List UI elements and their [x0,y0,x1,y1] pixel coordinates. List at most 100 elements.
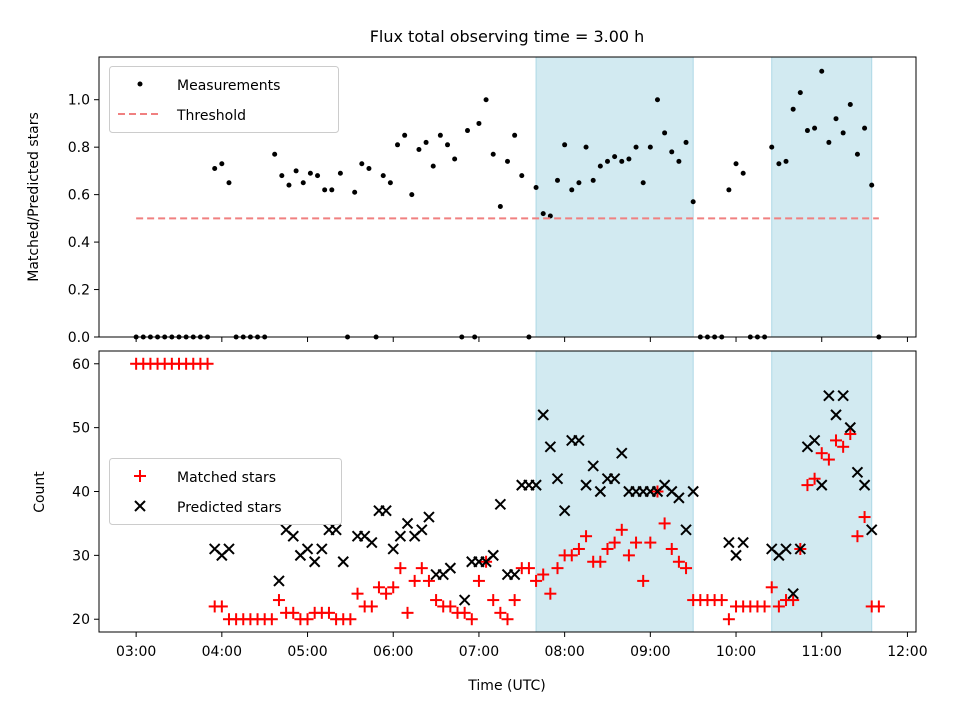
matched-star-point [601,542,614,555]
matched-star-point [722,613,735,626]
bottom-panel: 03:00 04:00 05:00 06:00 07:00 08:00 09:00 10:00… [32,350,928,694]
predicted-star-point [616,447,628,459]
predicted-star-point [680,524,692,536]
matched-star-point [565,549,578,562]
predicted-star-point [844,421,857,434]
measurement-point [490,151,496,157]
predicted-star-stroke-b [823,389,835,402]
legend-predicted-label: Predicted stars [177,500,282,516]
matched-star-point [608,536,621,549]
legend-measurements-marker [137,81,143,87]
top-panel: 0.0 0.2 0.4 0.6 0.8 1.0 Flux total observing … [26,27,917,346]
measurement-point [402,132,408,138]
measurement-point [212,166,218,172]
measurement-point [862,125,868,131]
predicted-star-point [866,524,878,536]
measurement-point [669,149,675,155]
predicted-star-stroke-b [494,498,507,510]
matched-star-point [715,594,728,607]
predicted-star-point [316,543,328,555]
measurement-point [804,128,810,134]
measurement-point [590,177,596,183]
predicted-star-point [816,479,828,491]
matched-star-point [822,453,835,466]
top-plot-series [133,68,882,340]
predicted-star-stroke-b [837,389,849,402]
measurement-point [540,211,546,217]
matched-star-point [665,542,678,555]
measurement-point [307,170,313,176]
matched-star-point [394,562,407,575]
predicted-star-stroke-b [358,530,371,542]
predicted-star-stroke-b [316,543,328,555]
matched-star-point [401,606,414,619]
matched-star-point [758,600,771,613]
matched-star-point [365,600,378,613]
predicted-star-stroke-b [830,409,842,421]
predicted-star-point [858,479,871,491]
measurement-point [483,97,489,103]
matched-star-point [408,574,421,587]
matched-star-point [387,581,400,594]
matched-star-point [201,357,214,370]
x-axis-label: Time (UTC) [467,678,545,694]
measurement-point [626,156,632,162]
matched-star-point [422,574,435,587]
predicted-star-point [787,587,799,600]
shaded-span-2 [771,56,873,338]
measurement-point [366,166,372,172]
shaded-span-1 [535,56,694,338]
legend-threshold-label: Threshold [176,108,246,124]
measurement-point [279,173,285,179]
measurement-point [437,132,443,138]
predicted-star-point [830,409,842,421]
top-legend-box [109,66,339,133]
predicted-star-point [458,594,471,606]
y-tick-label: 0.6 [68,188,90,204]
measurement-point [452,156,458,162]
predicted-star-point [558,504,571,517]
predicted-star-point [401,517,414,530]
x-tick-label: 11:00 [802,644,842,660]
predicted-star-point [380,504,392,517]
matched-star-point [322,606,335,619]
predicted-star-point [851,466,864,479]
top-x-ticks [135,337,908,342]
measurement-point [654,97,660,103]
predicted-star-stroke-b [223,543,235,555]
matched-star-point [551,562,564,575]
predicted-star-point [366,536,378,549]
predicted-star-stroke-b [537,409,549,421]
measurement-point [554,177,560,183]
measurement-point [583,144,589,150]
x-tick-label: 04:00 [202,644,242,660]
matched-star-point [380,587,393,600]
matched-star-point [630,536,643,549]
shaded-span-1 [535,350,694,633]
predicted-star-stroke-b [487,549,499,562]
predicted-star-point [808,434,821,447]
matched-star-point [580,530,593,543]
predicted-star-stroke-b [530,479,542,491]
predicted-star-point [494,498,507,510]
predicted-star-stroke-b [273,575,285,587]
y-tick-label: 1.0 [68,93,90,109]
measurement-point [497,203,503,209]
predicted-star-point [416,524,428,536]
legend-measurements-label: Measurements [177,78,280,94]
measurement-point [826,139,832,145]
measurement-point [683,139,689,145]
y-tick-label: 0.0 [68,330,90,346]
predicted-star-stroke-b [330,524,342,536]
matched-star-point [851,530,864,543]
predicted-star-point [423,511,435,523]
measurement-point [812,125,818,131]
measurement-point [519,173,525,179]
predicted-star-point [337,556,349,568]
predicted-star-stroke-b [380,504,392,517]
matched-star-point [415,562,428,575]
y-tick-label: 0.4 [68,235,90,251]
matched-star-point [872,600,885,613]
y-tick-label: 30 [72,548,90,564]
